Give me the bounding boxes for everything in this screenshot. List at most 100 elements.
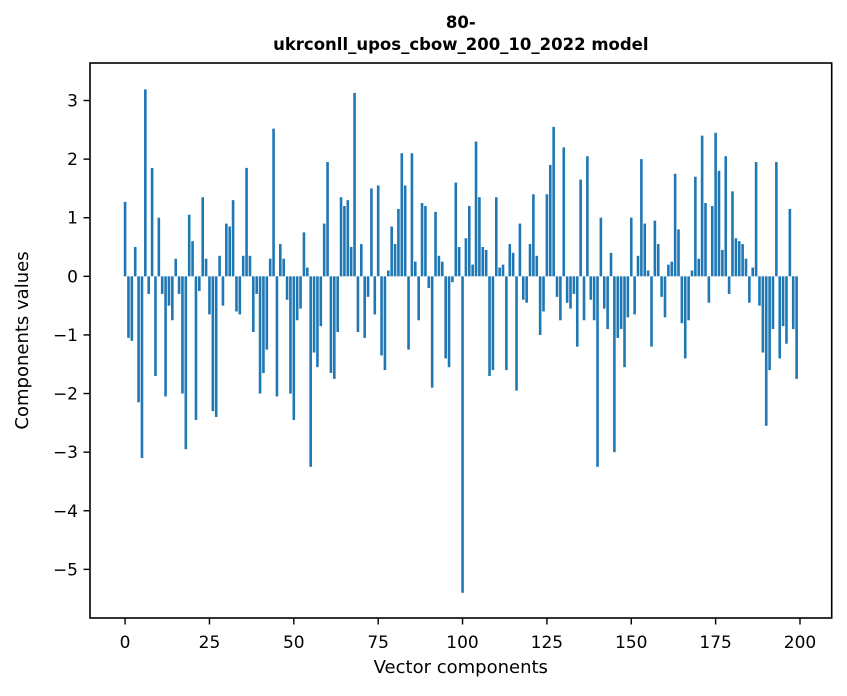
bar-component-32: [231, 200, 235, 277]
bar-component-41: [262, 276, 265, 374]
bar-component-125: [545, 194, 549, 277]
bar-component-0: [123, 201, 127, 277]
bar-component-74: [373, 276, 377, 315]
bar-component-79: [390, 226, 393, 277]
bar-component-31: [228, 226, 231, 277]
bar-component-146: [616, 276, 620, 338]
bar-component-11: [160, 276, 164, 294]
bar-component-135: [579, 179, 582, 277]
bar-component-71: [363, 276, 366, 338]
bar-component-97: [451, 276, 454, 283]
bar-component-154: [643, 223, 647, 277]
x-tick-label-50: 50: [283, 633, 305, 653]
x-axis-label: Vector components: [374, 657, 548, 678]
bar-component-130: [562, 147, 566, 277]
bar-component-186: [751, 267, 755, 277]
bar-component-37: [248, 255, 252, 277]
bar-component-123: [538, 276, 542, 335]
bar-component-174: [710, 206, 714, 277]
bar-component-94: [440, 261, 444, 277]
bar-component-77: [383, 276, 387, 371]
bar-component-87: [417, 276, 420, 321]
bar-component-156: [650, 276, 653, 347]
bar-component-8: [150, 167, 154, 277]
bar-component-197: [788, 208, 792, 277]
bar-component-164: [677, 229, 680, 277]
bar-component-169: [694, 176, 697, 277]
bar-component-193: [775, 162, 778, 277]
y-tick-label--4: −4: [53, 502, 78, 522]
bar-component-179: [727, 276, 731, 294]
bar-component-138: [589, 276, 593, 300]
y-axis-ticks: 3 2 1 0 −1 −2 −3 −4 −5: [53, 92, 90, 580]
bar-component-29: [221, 276, 225, 306]
bar-component-196: [785, 276, 788, 344]
bar-component-124: [542, 276, 545, 312]
bar-component-36: [245, 167, 248, 277]
bar-component-142: [602, 276, 606, 309]
bar-component-84: [407, 276, 410, 350]
bar-component-28: [218, 255, 221, 277]
y-tick-label-2: 2: [67, 150, 78, 170]
bar-component-75: [376, 185, 380, 277]
bar-component-141: [599, 217, 603, 277]
bar-component-93: [437, 255, 441, 277]
bar-component-163: [673, 173, 677, 277]
y-tick-label--5: −5: [53, 560, 78, 580]
bar-component-170: [697, 258, 701, 277]
bar-component-57: [316, 276, 319, 368]
y-axis-label: Components values: [12, 251, 33, 429]
bar-component-50: [292, 276, 296, 420]
bar-component-171: [700, 135, 704, 277]
bar-component-144: [609, 252, 613, 277]
bar-component-53: [302, 232, 306, 277]
bar-component-64: [339, 197, 343, 277]
bar-component-62: [333, 276, 336, 379]
bar-component-183: [741, 244, 744, 277]
bar-component-127: [552, 126, 555, 277]
bar-component-89: [424, 206, 427, 277]
chart-title-line2: ukrconll_upos_cbow_200_10_2022 model: [273, 35, 648, 54]
y-tick-label-3: 3: [67, 92, 78, 112]
bar-component-158: [656, 244, 660, 277]
bar-component-92: [434, 211, 437, 277]
bar-component-102: [467, 206, 471, 277]
bar-component-24: [204, 258, 208, 277]
bar-component-119: [525, 276, 528, 303]
bar-component-176: [717, 170, 721, 277]
bar-component-52: [299, 276, 302, 309]
bar-component-136: [582, 276, 586, 321]
bar-component-17: [181, 276, 184, 394]
bar-component-60: [326, 162, 329, 277]
bar-component-178: [724, 156, 728, 277]
bar-component-173: [707, 276, 711, 303]
bar-component-33: [235, 276, 238, 312]
chart-title-line1: 80-: [446, 13, 476, 32]
bar-component-76: [380, 276, 383, 356]
bar-component-23: [201, 197, 205, 277]
bar-component-44: [272, 128, 275, 277]
bar-component-172: [704, 203, 707, 277]
bar-component-73: [370, 188, 373, 277]
bar-component-180: [731, 191, 734, 277]
x-tick-label-125: 125: [531, 633, 563, 653]
bar-component-90: [427, 276, 431, 289]
bar-component-117: [518, 223, 522, 277]
bar-component-99: [457, 247, 461, 277]
bar-component-188: [758, 276, 761, 306]
bar-component-105: [478, 197, 481, 277]
bar-component-112: [501, 264, 505, 277]
bar-component-22: [198, 276, 201, 291]
bar-component-7: [147, 276, 151, 294]
bar-component-190: [764, 276, 768, 426]
bar-component-126: [548, 164, 552, 277]
bar-component-139: [592, 276, 596, 321]
bar-component-133: [572, 276, 576, 294]
bar-component-140: [596, 276, 599, 467]
y-tick-label--2: −2: [53, 385, 78, 405]
bar-component-12: [164, 276, 167, 397]
bar-component-192: [771, 276, 775, 330]
bar-component-49: [289, 276, 292, 394]
